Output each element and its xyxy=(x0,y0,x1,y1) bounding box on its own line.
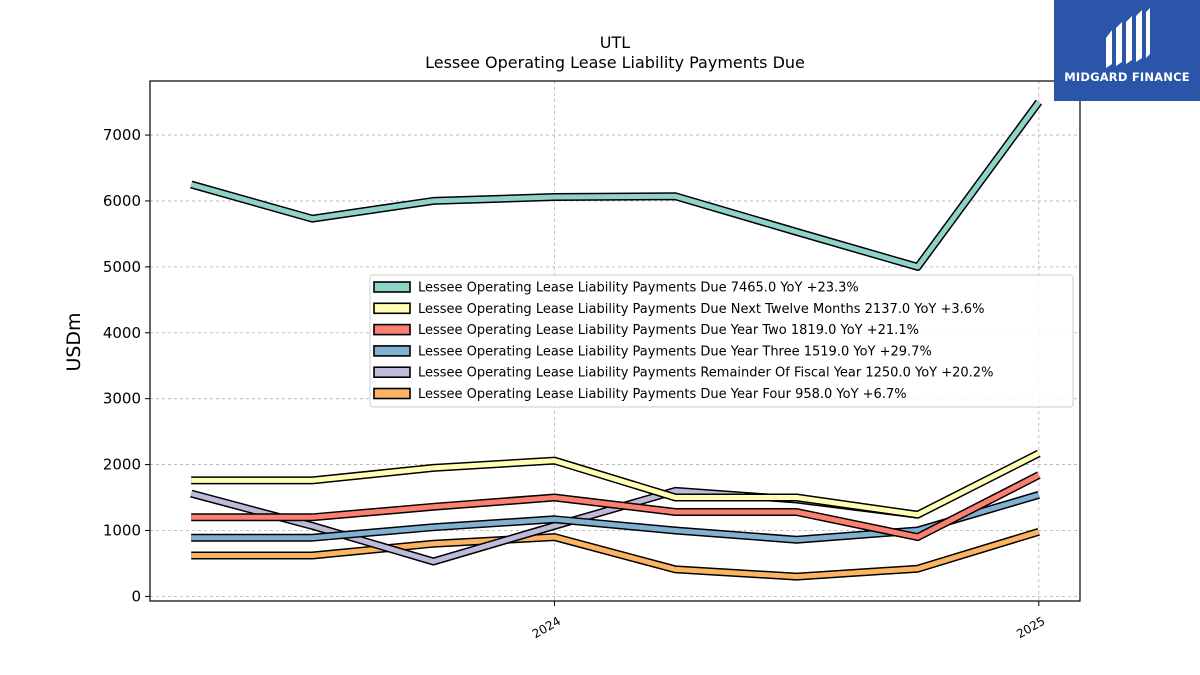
legend-swatch xyxy=(373,302,411,315)
series-line-outline xyxy=(190,99,1043,271)
legend-swatch xyxy=(373,323,411,336)
x-axis: 2024 2025 xyxy=(530,601,1048,641)
legend-entry: Lessee Operating Lease Liability Payment… xyxy=(418,387,907,402)
logo-mark-icon xyxy=(1106,8,1150,68)
y-tick-label: 2000 xyxy=(103,456,141,474)
series-line-stroke xyxy=(191,472,1040,540)
series-line xyxy=(190,99,1043,271)
y-axis: 0 1000 2000 3000 4000 5000 6000 7000 xyxy=(103,126,150,605)
y-tick-label: 5000 xyxy=(103,258,141,276)
y-tick-label: 6000 xyxy=(103,192,141,210)
series-line xyxy=(191,527,1040,581)
series-line xyxy=(191,471,1041,542)
legend-entry: Lessee Operating Lease Liability Payment… xyxy=(418,366,993,381)
x-tick-label: 2025 xyxy=(1014,614,1047,641)
brand-logo: MIDGARD FINANCE xyxy=(1054,0,1200,101)
chart-title: UTL xyxy=(600,33,630,52)
plot-frame xyxy=(149,80,1081,602)
y-axis-label: USDm xyxy=(63,312,85,371)
brand-name: MIDGARD FINANCE xyxy=(1064,70,1190,84)
legend-box xyxy=(369,274,1074,408)
series-line xyxy=(191,449,1041,519)
y-tick-label: 0 xyxy=(131,587,141,605)
legend-entry: Lessee Operating Lease Liability Payment… xyxy=(418,302,984,317)
x-tick-label: 2024 xyxy=(530,614,563,641)
legend-swatch xyxy=(373,366,411,379)
legend-swatch xyxy=(373,281,411,293)
legend-entry: Lessee Operating Lease Liability Payment… xyxy=(418,323,919,338)
legend-swatch xyxy=(373,345,411,357)
legend: Lessee Operating Lease Liability Payment… xyxy=(369,274,1074,408)
chart-subtitle: Lessee Operating Lease Liability Payment… xyxy=(425,53,805,72)
series-lines xyxy=(190,99,1043,581)
y-tick-label: 4000 xyxy=(103,324,141,342)
series-line-stroke xyxy=(191,529,1040,580)
series-line-stroke xyxy=(190,100,1041,270)
series-line-stroke xyxy=(191,451,1040,518)
legend-swatch xyxy=(373,387,411,400)
legend-entry: Lessee Operating Lease Liability Payment… xyxy=(418,281,859,296)
y-tick-label: 3000 xyxy=(103,390,141,408)
legend-entry: Lessee Operating Lease Liability Payment… xyxy=(418,344,932,359)
y-tick-label: 7000 xyxy=(103,126,141,144)
y-tick-label: 1000 xyxy=(103,521,141,539)
